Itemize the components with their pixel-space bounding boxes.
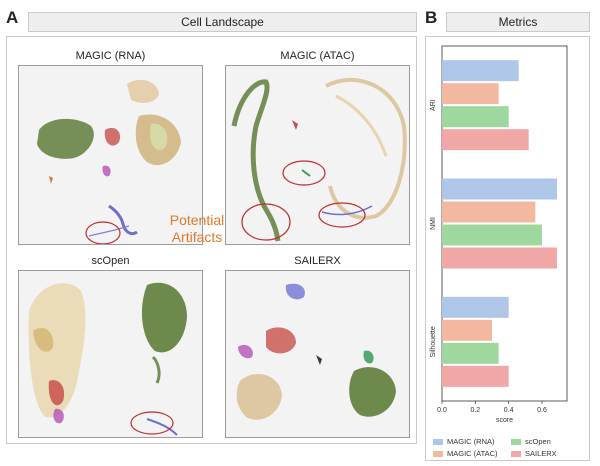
legend-swatch-scopen [511, 438, 521, 445]
plot-area [441, 45, 568, 402]
umap-plot-magic-rna [18, 65, 203, 245]
umap-title-sailerx: SAILERX [294, 255, 341, 267]
legend-swatch-magic-rna [433, 438, 443, 445]
umap-plot-scopen [18, 270, 203, 438]
panel-b-letter: B [425, 8, 438, 27]
x-axis-label: score [496, 417, 513, 424]
annotation-line-2: Artifacts [171, 229, 223, 245]
bar-nmi-2 [442, 224, 542, 246]
annotation-line-1: Potential [169, 212, 225, 228]
cell-landscape-header: Cell Landscape [28, 12, 417, 32]
panel-a-letter: A [6, 8, 19, 27]
x-tick-label: 0.6 [537, 407, 547, 414]
bar-silhouette-3 [442, 365, 509, 387]
legend-label-sailerx: SAILERX [525, 449, 557, 458]
legend-label-scopen: scOpen [525, 437, 551, 446]
metrics-bar-chart: ARI NMI Silhouette 0.0 0.2 0.4 0.6 score [430, 45, 568, 424]
bar-ari-2 [442, 106, 509, 128]
legend-item-magic-atac: MAGIC (ATAC) [433, 449, 498, 458]
legend-label-magic-atac: MAGIC (ATAC) [447, 449, 498, 458]
bar-ari-3 [442, 129, 529, 151]
umap-plot-magic-atac [225, 65, 410, 245]
legend-swatch-magic-atac [433, 450, 443, 457]
umap-plot-sailerx [225, 270, 410, 438]
x-tick-label: 0.0 [437, 407, 447, 414]
bar-silhouette-2 [442, 342, 499, 364]
bar-ari-1 [442, 83, 499, 105]
legend-label-magic-rna: MAGIC (RNA) [447, 437, 495, 446]
bar-nmi-0 [442, 178, 557, 200]
legend-item-scopen: scOpen [511, 437, 551, 446]
x-tick-label: 0.4 [504, 407, 514, 414]
bar-nmi-1 [442, 201, 536, 223]
legend-swatch-sailerx [511, 450, 521, 457]
artifact-annotation: Potential Artifacts [162, 212, 232, 246]
legend-item-sailerx: SAILERX [511, 449, 557, 458]
bar-nmi-3 [442, 247, 557, 269]
umap-title-scopen: scOpen [91, 255, 130, 267]
umap-title-magic-rna: MAGIC (RNA) [75, 50, 146, 62]
bar-ari-0 [442, 60, 519, 82]
category-label-nmi: NMI [430, 217, 437, 230]
legend-item-magic-rna: MAGIC (RNA) [433, 437, 495, 446]
bar-silhouette-0 [442, 296, 509, 318]
x-tick-label: 0.2 [470, 407, 480, 414]
umap-title-magic-atac: MAGIC (ATAC) [280, 50, 355, 62]
metrics-header: Metrics [446, 12, 590, 32]
category-label-ari: ARI [430, 99, 437, 111]
category-label-silhouette: Silhouette [430, 326, 437, 357]
bar-silhouette-1 [442, 319, 492, 341]
